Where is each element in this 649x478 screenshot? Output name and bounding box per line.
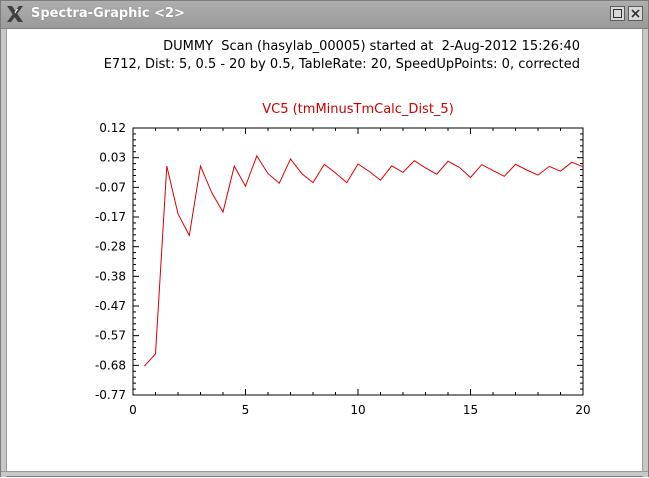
x-tick-label: 15 [463,403,478,417]
y-tick-label: -0.38 [95,269,126,283]
x-tick-label: 10 [350,403,365,417]
window-border-right[interactable] [642,29,648,477]
y-tick-label: -0.28 [95,240,126,254]
window-title: Spectra-Graphic <2> [31,6,185,21]
window-border-left[interactable] [1,29,7,477]
window-border-bottom[interactable] [1,471,648,476]
x-tick-label: 20 [575,403,590,417]
y-tick-label: -0.17 [95,210,126,224]
close-button[interactable] [628,6,643,21]
title-bar[interactable]: Spectra-Graphic <2> [1,1,648,29]
y-tick-label: -0.47 [95,299,126,313]
y-tick-label: -0.07 [95,180,126,194]
close-icon [631,9,640,18]
y-tick-label: -0.57 [95,329,126,343]
minimize-icon [613,9,622,18]
minimize-button[interactable] [610,6,625,21]
x-tick-label: 0 [129,403,137,417]
y-tick-label: 0.12 [99,121,126,135]
scan-header-line-2: E712, Dist: 5, 0.5 - 20 by 0.5, TableRat… [103,57,580,72]
scan-header-line-1: DUMMY Scan (hasylab_00005) started at 2-… [163,39,580,54]
series-line [143,154,584,367]
y-tick-label: 0.03 [99,151,126,165]
y-tick-label: -0.68 [95,358,126,372]
chart-title: VC5 (tmMinusTmCalc_Dist_5) [262,102,454,117]
x-tick-label: 5 [242,403,250,417]
x-logo-icon[interactable] [6,5,24,23]
y-tick-label: -0.77 [95,388,126,402]
